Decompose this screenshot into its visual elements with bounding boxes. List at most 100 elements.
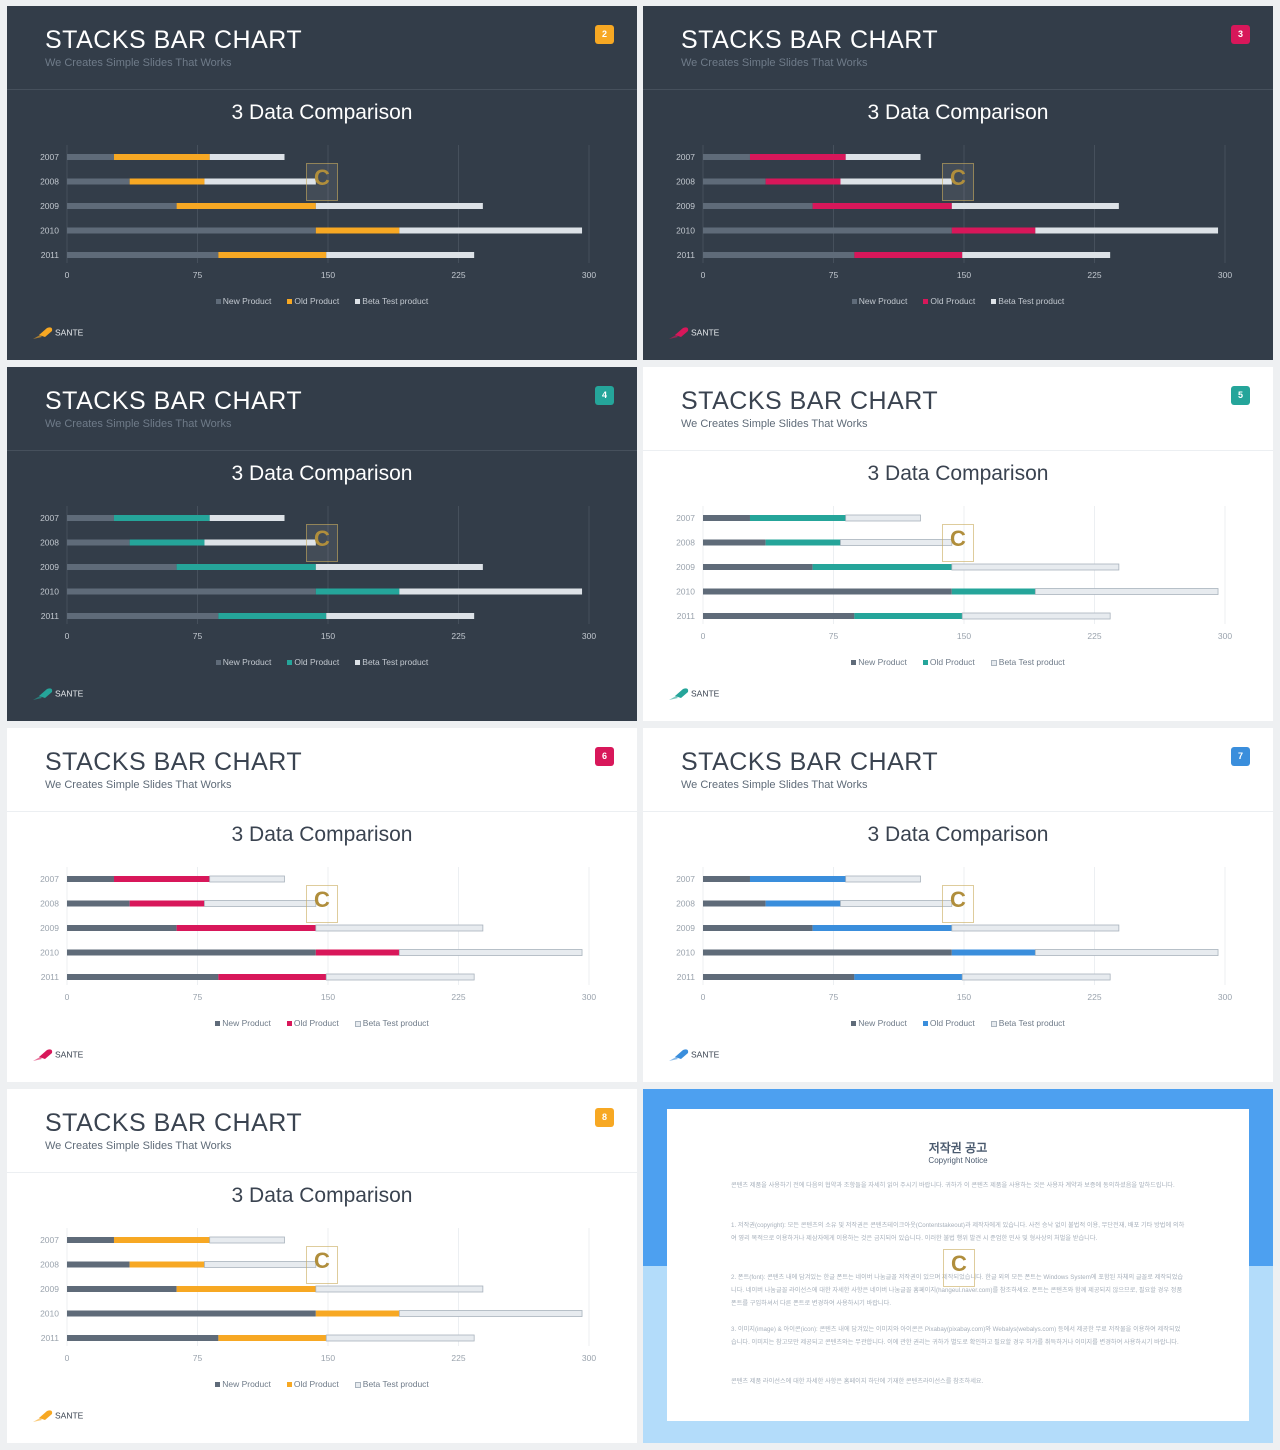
legend-swatch (355, 299, 361, 305)
legend-item: New Product (215, 657, 271, 667)
y-category-label: 2010 (676, 587, 695, 597)
legend-label: Beta Test product (362, 296, 429, 306)
bar-segment (113, 1237, 210, 1243)
legend-swatch (287, 660, 293, 666)
bar-segment (703, 154, 750, 160)
chart-title: 3 Data Comparison (231, 1184, 413, 1207)
legend-swatch (215, 299, 221, 305)
legend-swatch (286, 1382, 292, 1388)
bar-segment (765, 178, 841, 185)
chart-slide: STACKS BAR CHART We Creates Simple Slides… (643, 367, 1273, 721)
chart-slide: STACKS BAR CHART We Creates Simple Slides… (7, 367, 637, 721)
x-tick-label: 225 (451, 631, 465, 641)
rocket-icon (33, 1410, 53, 1422)
chart-title: 3 Data Comparison (231, 101, 413, 124)
copyright-paragraph: 2. 폰트(font): 콘텐츠 내에 담겨있는 한글 폰트는 네이버 나눔글꼴… (731, 1274, 1184, 1307)
bar-segment (67, 925, 177, 931)
legend-label: Beta Test product (998, 1018, 1065, 1028)
watermark-logo: C (306, 885, 338, 923)
chart-legend: New Product Old Product Beta Test product (7, 1379, 637, 1389)
bar-segment (326, 252, 475, 258)
x-tick-label: 300 (1218, 270, 1232, 280)
brand-logo: SANTE (33, 326, 83, 340)
legend-swatch (287, 299, 293, 305)
bar-segment (67, 564, 177, 570)
bar-segment (176, 1286, 316, 1292)
y-category-label: 2007 (676, 152, 695, 162)
slide-subtitle: We Creates Simple Slides That Works (681, 57, 868, 69)
legend-label: Old Product (293, 1379, 339, 1389)
bar-segment (845, 514, 921, 522)
y-category-label: 2010 (676, 948, 695, 958)
legend-item: Old Product (286, 1379, 339, 1389)
bar-segment (845, 154, 921, 160)
bar-segment (703, 925, 813, 931)
bar-segment (67, 154, 114, 160)
brand-name: SANTE (691, 688, 720, 699)
y-category-label: 2007 (40, 513, 59, 523)
rocket-icon (33, 688, 53, 700)
stacked-bar-chart: 0 75 150 225 300 2007 2008 2009 2010 2011 (40, 145, 596, 280)
legend-swatch (354, 1381, 361, 1388)
legend-label: Beta Test product (998, 296, 1065, 306)
slide-title: STACKS BAR CHART (681, 748, 939, 776)
legend-label: Beta Test product (998, 657, 1065, 667)
y-category-label: 2009 (676, 562, 695, 572)
header-divider (643, 89, 1273, 90)
bar-segment (176, 564, 316, 570)
legend-swatch (851, 299, 857, 305)
x-tick-label: 150 (321, 1353, 335, 1363)
bar-segment (315, 949, 400, 956)
bar-segment (854, 252, 963, 258)
bar-segment (854, 613, 963, 619)
bar-segment (315, 203, 483, 209)
y-category-label: 2011 (41, 611, 60, 621)
rocket-icon (33, 1049, 53, 1061)
slide-number-badge: 6 (595, 747, 614, 766)
brand-name: SANTE (55, 327, 84, 338)
bar-segment (1034, 588, 1219, 595)
slide-number-badge: 5 (1231, 386, 1250, 405)
x-tick-label: 225 (451, 992, 465, 1002)
stacked-bar-chart: 0 75 150 225 300 2007 2008 2009 2010 2011 (676, 145, 1232, 280)
y-category-label: 2010 (40, 1309, 59, 1319)
y-category-label: 2010 (40, 948, 59, 958)
bar-segment (209, 875, 285, 883)
stacked-bar-chart: 0 75 150 225 300 2007 2008 2009 2010 2011 (676, 506, 1232, 641)
y-category-label: 2009 (676, 923, 695, 933)
watermark-letter: C (950, 165, 966, 190)
x-tick-label: 0 (701, 270, 706, 280)
bar-segment (67, 227, 316, 234)
bar-segment (129, 178, 205, 185)
watermark-letter: C (951, 1251, 967, 1276)
legend-swatch (922, 1021, 928, 1027)
watermark-letter: C (314, 1248, 330, 1273)
bar-segment (951, 563, 1120, 571)
header-divider (7, 450, 637, 451)
legend-swatch (991, 299, 997, 305)
brand-name: SANTE (55, 1410, 84, 1421)
legend-label: Old Product (294, 296, 340, 306)
bar-segment (840, 900, 953, 907)
bar-segment (703, 178, 766, 185)
bar-segment (961, 612, 1111, 620)
slide-subtitle: We Creates Simple Slides That Works (45, 418, 232, 430)
bar-segment (398, 1310, 583, 1317)
y-category-label: 2007 (676, 513, 695, 523)
chart-legend: New Product Old Product Beta Test product (7, 1018, 637, 1028)
slide-number-badge: 3 (1231, 25, 1250, 44)
bar-segment (67, 900, 130, 907)
bar-segment (67, 203, 177, 209)
slide-number-badge: 2 (595, 25, 614, 44)
x-tick-label: 225 (1087, 631, 1101, 641)
bar-segment (951, 924, 1120, 932)
legend-item: Old Product (286, 1018, 339, 1028)
header-divider (7, 811, 637, 812)
copyright-subtitle: Copyright Notice (928, 1156, 988, 1165)
slide-subtitle: We Creates Simple Slides That Works (681, 418, 868, 430)
watermark-logo: C (942, 885, 974, 923)
y-category-label: 2008 (676, 899, 695, 909)
y-category-label: 2011 (677, 611, 696, 621)
legend-item: New Product (851, 657, 907, 667)
copyright-slide: 저작권 공고 Copyright Notice 콘텐츠 제품을 사용하기 전에 … (643, 1089, 1273, 1443)
